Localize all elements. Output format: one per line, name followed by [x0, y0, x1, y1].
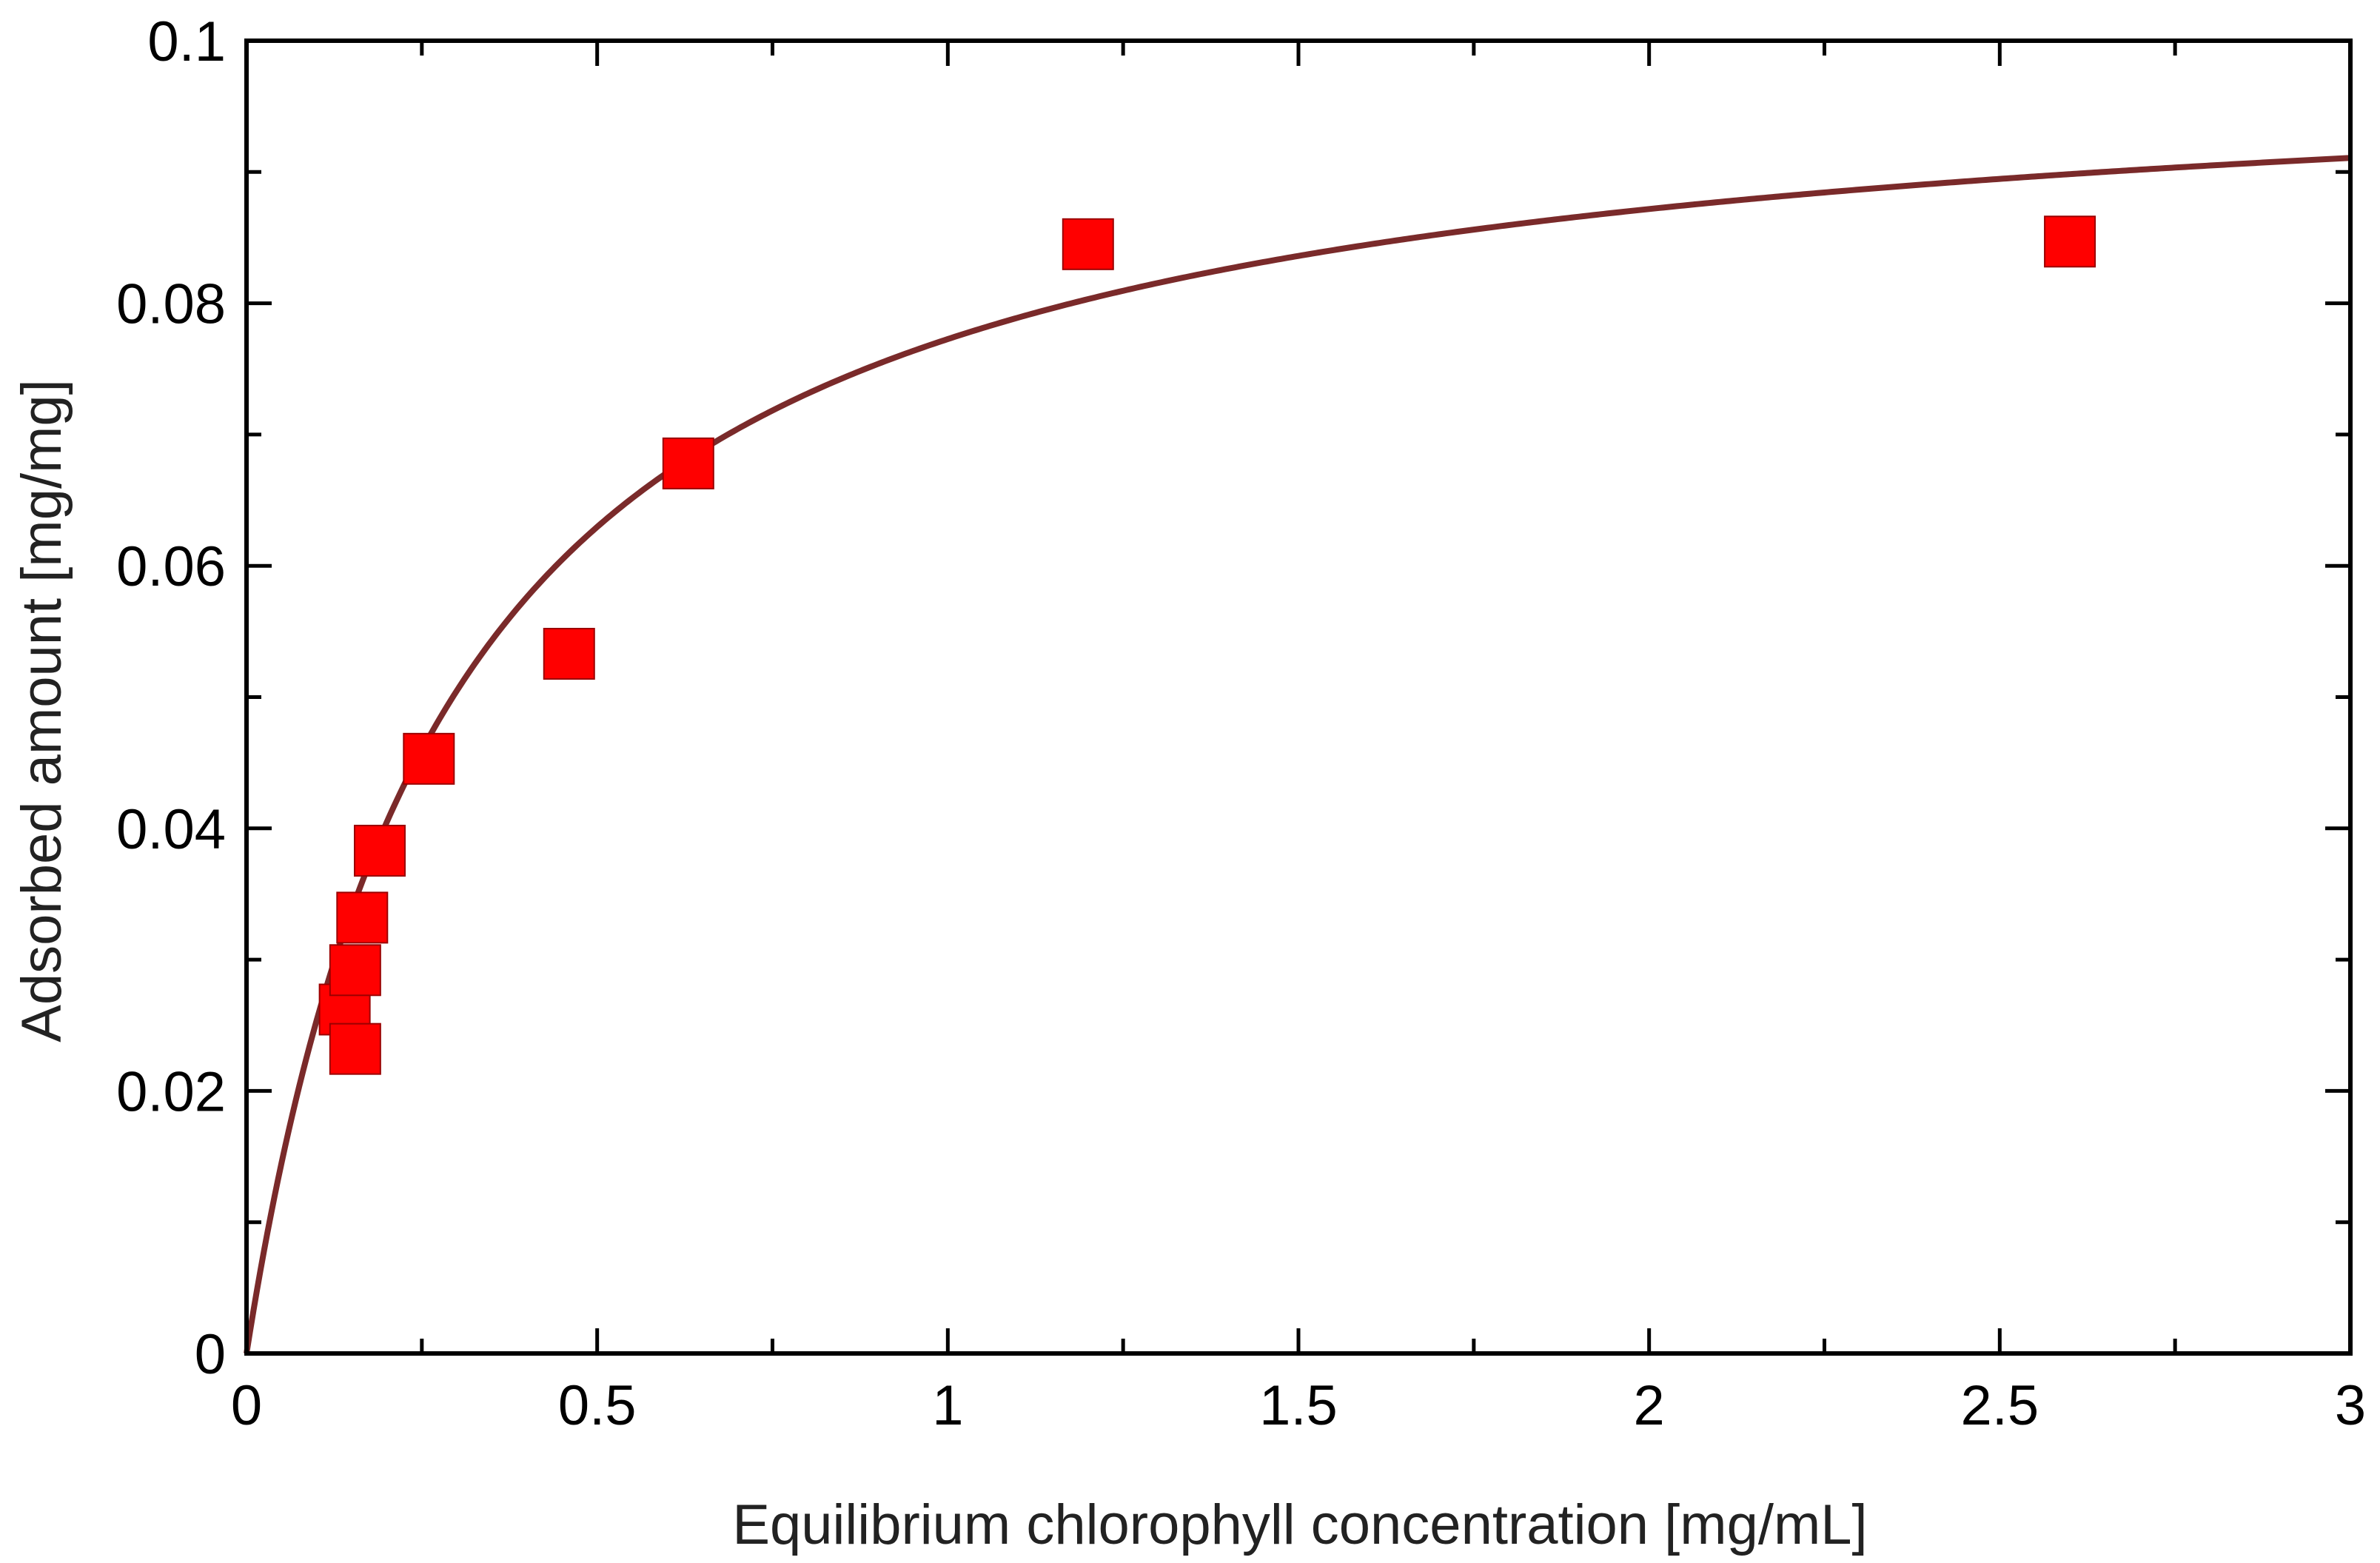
- data-point: [329, 1023, 381, 1075]
- y-tick-label: 0: [195, 1323, 226, 1386]
- data-point: [403, 732, 455, 785]
- x-tick-label: 3: [2335, 1374, 2366, 1437]
- data-point: [1062, 218, 1114, 270]
- y-axis-title: Adsorbed amount [mg/mg]: [10, 379, 73, 1042]
- y-tick-label: 0.06: [116, 535, 226, 598]
- fit-curve: [244, 155, 2351, 1354]
- x-tick-label: 0.5: [558, 1374, 637, 1437]
- data-point: [353, 824, 406, 877]
- y-tick-label: 0.04: [116, 798, 226, 861]
- x-tick-label: 0: [231, 1374, 262, 1437]
- data-point: [2044, 215, 2096, 268]
- x-axis: 0 0.5 1 1.5 2 2.5 3: [231, 41, 2366, 1437]
- data-point: [662, 437, 714, 489]
- data-point: [329, 944, 381, 997]
- x-axis-title: Equilibrium chlorophyll concentration [m…: [732, 1493, 1867, 1556]
- x-tick-label: 2.5: [1961, 1374, 2039, 1437]
- plot-frame: [244, 39, 2353, 1356]
- y-tick-label: 0.02: [116, 1060, 226, 1123]
- y-axis: 0 0.02 0.04 0.06 0.08 0.1: [116, 10, 2350, 1386]
- data-point: [336, 891, 389, 944]
- x-tick-label: 1.5: [1259, 1374, 1338, 1437]
- plot-area: [244, 39, 2353, 1356]
- x-tick-label: 1: [932, 1374, 963, 1437]
- y-tick-label: 0.08: [116, 273, 226, 336]
- y-tick-label: 0.1: [147, 10, 226, 73]
- data-point: [543, 627, 595, 680]
- x-tick-label: 2: [1634, 1374, 1665, 1437]
